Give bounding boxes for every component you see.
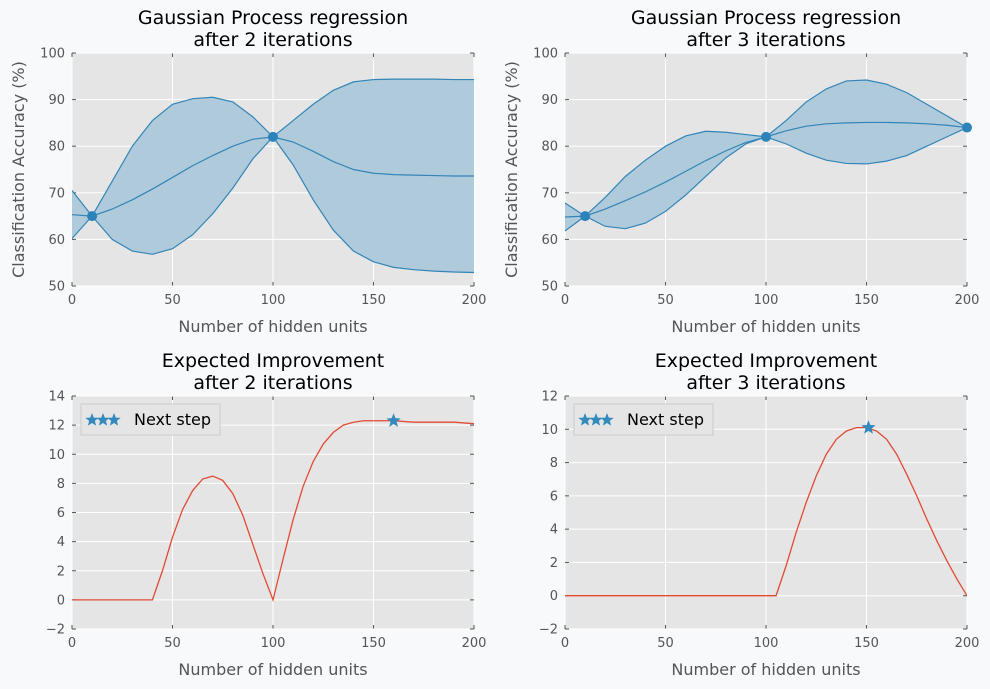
x-tick-label: 200: [462, 293, 487, 308]
legend-label: Next step: [627, 410, 704, 429]
y-axis-label: Classification Accuracy (%): [502, 61, 521, 278]
x-tick-label: 150: [361, 293, 386, 308]
y-tick-label: 8: [57, 477, 65, 492]
y-tick-label: 6: [57, 506, 65, 521]
x-tick-label: 50: [657, 293, 674, 308]
legend-star: [107, 413, 121, 426]
y-tick-label: 2: [550, 556, 558, 571]
y-tick-label: 50: [541, 280, 558, 295]
legend-star: [589, 413, 603, 426]
chart-title-line-2: after 3 iterations: [686, 29, 845, 51]
x-tick-label: 200: [955, 636, 980, 651]
observation-point: [87, 211, 98, 222]
legend-star: [96, 413, 110, 426]
y-tick-label: 100: [40, 47, 65, 62]
observation-point: [268, 131, 278, 142]
chart-title-line-2: after 3 iterations: [686, 372, 845, 394]
x-tick-label: 150: [854, 293, 879, 308]
x-tick-label: 100: [261, 636, 286, 651]
x-axis-label: Number of hidden units: [671, 317, 860, 336]
x-tick-label: 200: [955, 293, 980, 308]
chart-title-line-2: after 2 iterations: [193, 29, 352, 51]
y-tick-label: 100: [533, 47, 558, 62]
x-axis-label: Number of hidden units: [178, 317, 367, 336]
x-tick-label: 50: [164, 636, 181, 651]
y-tick-label: 2: [57, 564, 65, 579]
x-tick-label: 200: [462, 636, 487, 651]
ei-line: [72, 420, 474, 603]
y-tick-label: 90: [48, 93, 65, 108]
x-tick-label: 150: [361, 636, 386, 651]
x-axis-label: Number of hidden units: [178, 660, 367, 679]
y-tick-label: 12: [48, 419, 65, 434]
observation-point: [580, 211, 591, 222]
y-tick-label: 0: [550, 589, 558, 604]
y-tick-label: 60: [541, 233, 558, 248]
x-tick-label: 0: [68, 293, 76, 308]
y-tick-label: 50: [48, 280, 65, 295]
y-tick-label: 6: [550, 489, 558, 504]
confidence-band: [72, 79, 474, 273]
y-tick-label: 80: [48, 140, 65, 155]
observation-point: [761, 131, 771, 142]
y-tick-label: 4: [550, 523, 558, 538]
chart-title-line-1: Expected Improvement: [162, 350, 385, 372]
x-axis-label: Number of hidden units: [671, 660, 860, 679]
y-tick-label: 70: [48, 186, 65, 201]
data-layer: [72, 420, 474, 603]
y-tick-label: 12: [541, 390, 558, 405]
legend-star: [578, 413, 592, 426]
x-tick-label: 150: [854, 636, 879, 651]
legend-star: [85, 413, 99, 426]
x-tick-label: 50: [657, 636, 674, 651]
x-tick-label: 100: [261, 293, 286, 308]
y-axis-label: Classification Accuracy (%): [9, 61, 28, 278]
legend-label: Next step: [134, 410, 211, 429]
y-tick-label: 8: [550, 456, 558, 471]
y-tick-label: 70: [541, 186, 558, 201]
x-tick-label: 100: [754, 293, 779, 308]
y-tick-label: 14: [48, 390, 65, 405]
x-tick-label: 0: [561, 636, 569, 651]
y-tick-label: 60: [48, 233, 65, 248]
chart-title-line-1: Expected Improvement: [655, 350, 878, 372]
x-tick-label: 100: [754, 636, 779, 651]
y-tick-label: −2: [539, 623, 558, 638]
next-step-star: [861, 420, 876, 434]
y-tick-label: 10: [48, 448, 65, 463]
y-tick-label: 80: [541, 140, 558, 155]
y-tick-label: 10: [541, 423, 558, 438]
x-tick-label: 0: [561, 293, 569, 308]
y-tick-label: 0: [57, 593, 65, 608]
confidence-band: [565, 80, 967, 232]
next-step-star: [386, 413, 401, 427]
x-tick-label: 50: [164, 293, 181, 308]
legend-star: [600, 413, 614, 426]
y-tick-label: −2: [46, 623, 65, 638]
x-tick-label: 0: [68, 636, 76, 651]
chart-title-line-2: after 2 iterations: [193, 372, 352, 394]
chart-title-line-1: Gaussian Process regression: [138, 7, 408, 29]
observation-point: [962, 122, 972, 133]
y-tick-label: 90: [541, 93, 558, 108]
y-tick-label: 4: [57, 535, 65, 550]
chart-title-line-1: Gaussian Process regression: [631, 7, 901, 29]
